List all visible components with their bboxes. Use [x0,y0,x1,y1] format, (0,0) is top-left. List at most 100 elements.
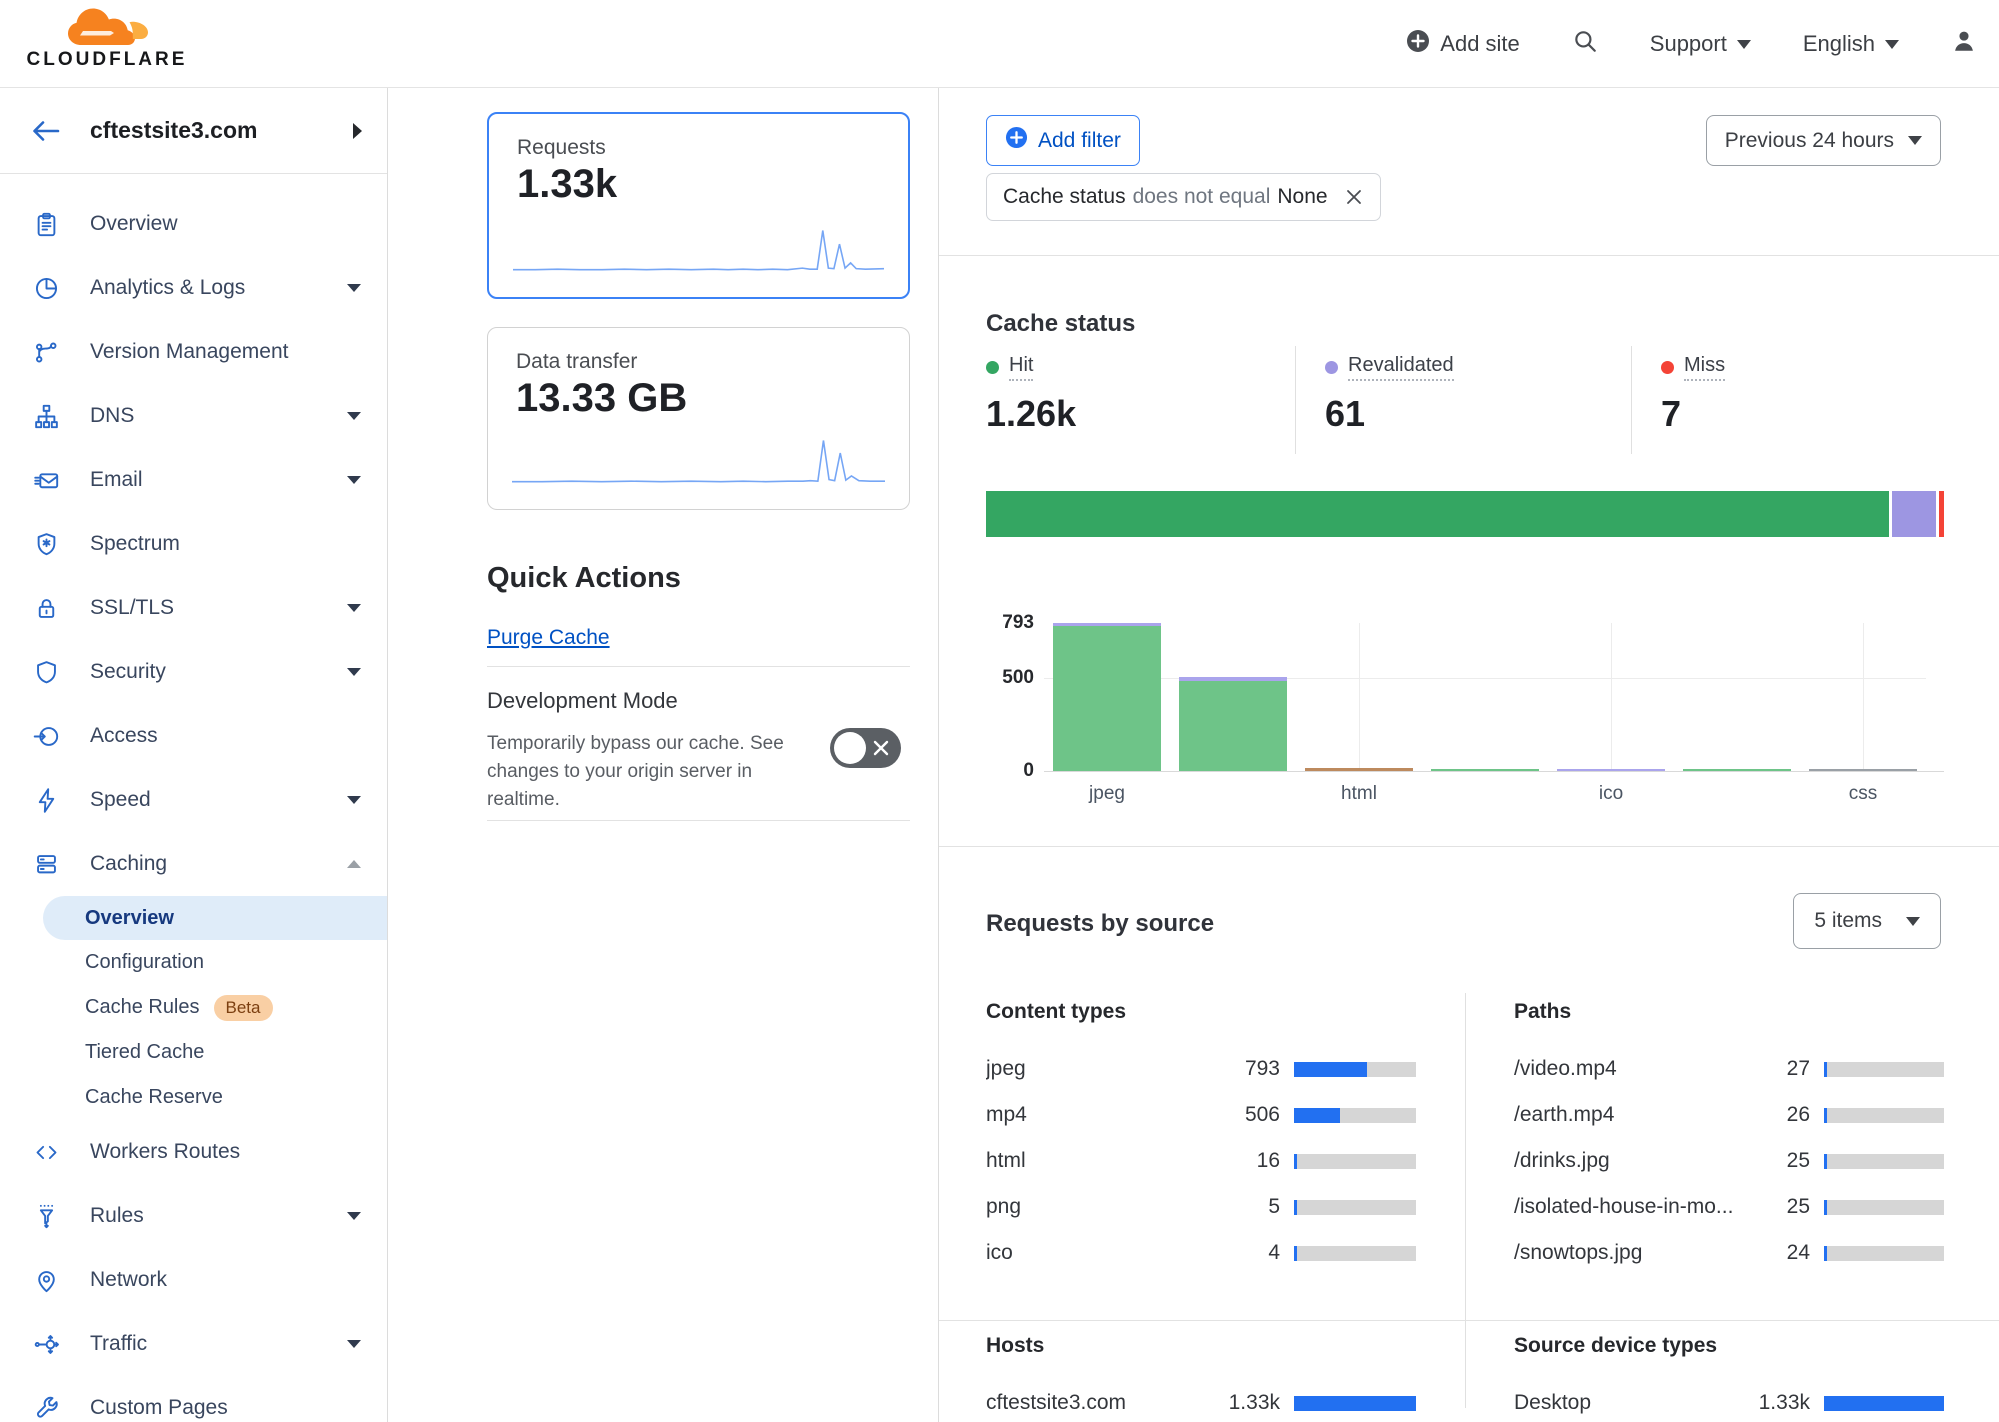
time-range-select[interactable]: Previous 24 hours [1705,115,1941,166]
cloudflare-logo[interactable]: CLOUDFLARE [22,6,192,71]
row-bar [1824,1199,1944,1215]
account-menu[interactable] [1951,28,1977,60]
requests-metric-card[interactable]: Requests 1.33k [487,112,910,299]
gridline [1863,623,1864,771]
sidebar-item-label: Rules [90,1204,144,1227]
row-value: 27 [1786,1057,1810,1080]
sidebar-item-access[interactable]: Access [0,704,387,768]
stat-label[interactable]: Hit [1009,354,1034,381]
sidebar-item-version-management[interactable]: Version Management [0,320,387,384]
sidebar-item-custom-pages[interactable]: Custom Pages [0,1376,387,1422]
row-label: ico [986,1241,1013,1264]
row-value: 25 [1786,1149,1810,1172]
sidebar-subitem-configuration[interactable]: Configuration [0,940,387,985]
table-row: /video.mp4 27 [1514,1046,1944,1092]
back-arrow-icon[interactable] [30,118,62,144]
row-value: 26 [1786,1103,1810,1126]
remove-filter-icon[interactable] [1344,187,1364,207]
development-mode-description: Temporarily bypass our cache. See change… [487,733,784,810]
row-value: 4 [1268,1241,1280,1264]
row-bar [1294,1395,1416,1411]
search-button[interactable] [1572,28,1598,60]
support-menu[interactable]: Support [1650,31,1751,57]
sidebar-subitem-overview[interactable]: Overview [43,896,387,940]
row-bar [1294,1245,1416,1261]
row-value: 5 [1268,1195,1280,1218]
cache-status-distribution-bar [986,491,1944,537]
sidebar-subitem-label: Configuration [85,951,204,973]
table-title: Hosts [986,1334,1045,1357]
sidebar-item-analytics-logs[interactable]: Analytics & Logs [0,256,387,320]
data-transfer-value: 13.33 GB [516,376,688,420]
table-row: ico 4 [986,1230,1416,1276]
chevron-down-icon [347,284,361,292]
sidebar-item-spectrum[interactable]: Spectrum [0,512,387,576]
row-value: 25 [1786,1195,1810,1218]
cloudflare-logotype: CLOUDFLARE [26,49,188,70]
sidebar-item-speed[interactable]: Speed [0,768,387,832]
sidebar-subitem-cache-reserve[interactable]: Cache Reserve [0,1075,387,1120]
sidebar-item-traffic[interactable]: Traffic [0,1312,387,1376]
sidebar-item-label: Email [90,468,143,491]
chevron-down-icon [1885,39,1899,49]
language-menu[interactable]: English [1803,31,1899,57]
chevron-down-icon [347,604,361,612]
sidebar-item-overview[interactable]: Overview [0,192,387,256]
add-filter-button[interactable]: Add filter [986,115,1140,166]
filter-chip[interactable]: Cache status does not equal None [986,173,1381,221]
sidebar-subitem-label: Tiered Cache [85,1041,205,1063]
requests-by-source-title: Requests by source [986,910,1215,937]
sidebar-item-label: Security [90,660,166,683]
add-site-button[interactable]: Add site [1406,29,1520,59]
row-value: 506 [1244,1103,1280,1126]
cloudflare-cloud-icon [22,6,192,48]
stat-label[interactable]: Revalidated [1348,354,1454,381]
row-value: 1.33k [1228,1391,1280,1414]
items-count-select[interactable]: 5 items [1793,893,1941,949]
requests-label: Requests [517,136,606,159]
divider [487,666,910,667]
table-row: /drinks.jpg 25 [1514,1138,1944,1184]
sidebar-item-network[interactable]: Network [0,1248,387,1312]
table-row: /isolated-house-in-mo... 25 [1514,1184,1944,1230]
clipboard-icon [33,211,60,238]
chevron-right-icon[interactable] [353,122,362,139]
gridline [1359,623,1360,771]
sidebar-item-workers-routes[interactable]: Workers Routes [0,1120,387,1184]
row-bar-fill [1824,1395,1944,1411]
data-transfer-metric-card[interactable]: Data transfer 13.33 GB [487,327,910,510]
cache-status-stats: Hit 1.26k Revalidated 61 Miss 7 [939,346,1999,464]
sidebar-item-dns[interactable]: DNS [0,384,387,448]
sidebar-item-label: Network [90,1268,168,1291]
row-label: /earth.mp4 [1514,1103,1615,1126]
sidebar-item-caching[interactable]: Caching [0,832,387,896]
table-row: /earth.mp4 26 [1514,1092,1944,1138]
chevron-down-icon [1736,39,1751,49]
sidebar-subitem-tiered-cache[interactable]: Tiered Cache [0,1030,387,1075]
bar-segment-hit [1053,626,1161,771]
toggle-off-x-icon [871,738,891,763]
sidebar-item-security[interactable]: Security [0,640,387,704]
stat-label[interactable]: Miss [1684,354,1726,381]
divider [1631,346,1632,454]
row-label: /isolated-house-in-mo... [1514,1195,1734,1218]
data-transfer-label: Data transfer [516,350,638,373]
shield-icon [33,659,60,686]
traffic-icon [33,1331,60,1358]
user-icon [1951,28,1977,60]
table-row: mp4 506 [986,1092,1416,1138]
bar-segment-revalidated [1557,769,1665,771]
purge-cache-link[interactable]: Purge Cache [487,626,610,649]
sidebar-item-ssl-tls[interactable]: SSL/TLS [0,576,387,640]
funnel-icon [33,1203,60,1230]
chart-bar-css [1809,769,1917,771]
row-bar [1294,1061,1416,1077]
y-axis-tick: 500 [1002,666,1034,688]
beta-badge: Beta [213,994,273,1021]
development-mode-toggle[interactable] [830,728,901,768]
row-bar-fill [1824,1153,1827,1169]
sidebar-item-label: Analytics & Logs [90,276,246,299]
sidebar-subitem-cache-rules[interactable]: Cache Rules Beta [0,985,387,1030]
sidebar-item-email[interactable]: Email [0,448,387,512]
sidebar-item-rules[interactable]: Rules [0,1184,387,1248]
